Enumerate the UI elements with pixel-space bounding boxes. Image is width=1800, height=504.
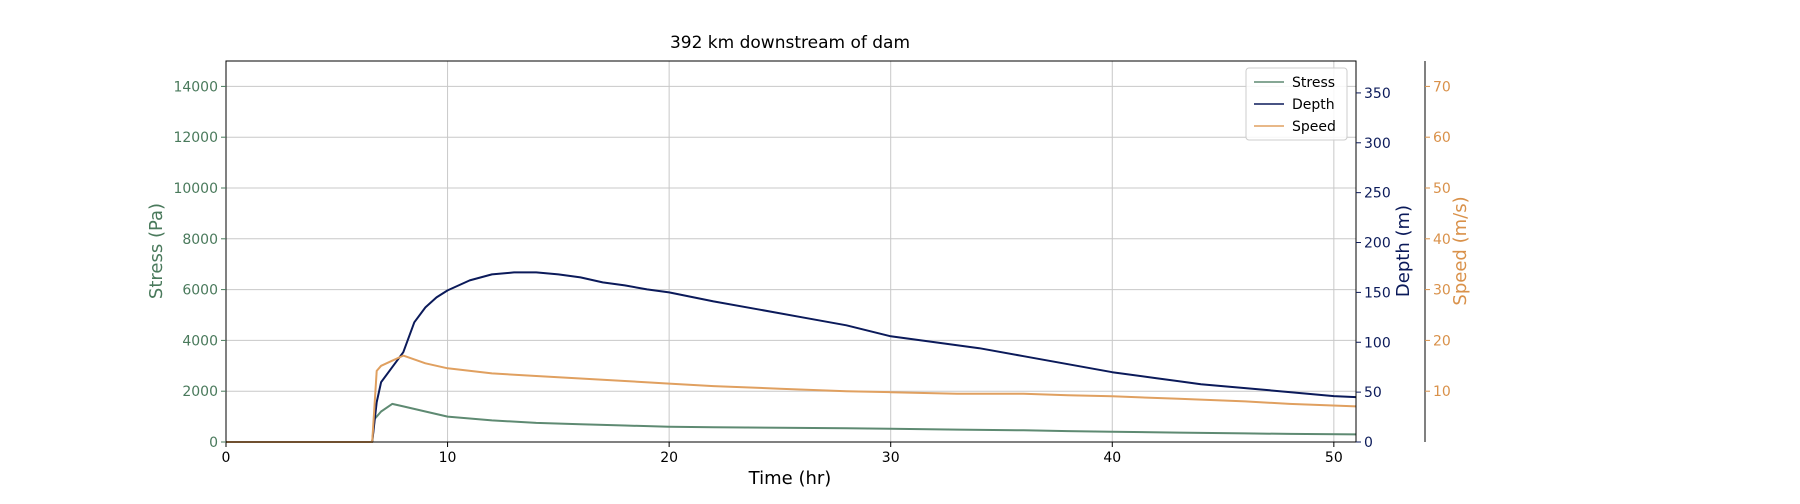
legend-label-stress: Stress — [1292, 75, 1335, 91]
depth-tick-label: 0 — [1364, 435, 1373, 451]
stress-axis: 0 2000 4000 6000 8000 10000 12000 14000 — [173, 79, 226, 451]
stress-tick-label: 14000 — [173, 79, 218, 95]
depth-tick-label: 350 — [1364, 86, 1391, 102]
stress-tick-label: 4000 — [182, 333, 218, 349]
depth-tick-label: 200 — [1364, 236, 1391, 252]
stress-tick-label: 2000 — [182, 384, 218, 400]
speed-axis-label: Speed (m/s) — [1450, 196, 1471, 305]
legend: Stress Depth Speed — [1245, 67, 1348, 141]
speed-tick-label: 30 — [1433, 283, 1451, 299]
speed-tick-label: 70 — [1433, 79, 1451, 95]
x-axis-label: Time (hr) — [748, 468, 832, 489]
x-tick-label: 20 — [660, 450, 678, 466]
legend-box — [1245, 67, 1348, 141]
x-tick-label: 10 — [439, 450, 457, 466]
stress-tick-label: 0 — [209, 435, 218, 451]
speed-tick-label: 40 — [1433, 232, 1451, 248]
legend-label-depth: Depth — [1292, 97, 1335, 113]
series-line-stress — [226, 402, 1357, 443]
speed-tick-label: 60 — [1433, 130, 1451, 146]
x-tick-label: 0 — [222, 450, 231, 466]
depth-axis: 0 50 100 150 200 250 300 350 — [1356, 86, 1391, 451]
x-axis: 0 10 20 30 40 50 — [222, 442, 1343, 466]
speed-tick-label: 20 — [1433, 333, 1451, 349]
plot-frame — [225, 60, 1357, 443]
x-tick-label: 40 — [1103, 450, 1121, 466]
grid — [225, 61, 1356, 442]
x-tick-label: 30 — [882, 450, 900, 466]
series-line-depth — [226, 271, 1357, 443]
x-tick-label: 50 — [1325, 450, 1343, 466]
stress-tick-label: 12000 — [173, 130, 218, 146]
depth-tick-label: 100 — [1364, 335, 1391, 351]
depth-tick-label: 150 — [1364, 285, 1391, 301]
depth-axis-label: Depth (m) — [1393, 205, 1414, 297]
series-line-speed — [226, 354, 1357, 443]
plot-lines — [226, 271, 1357, 443]
stress-tick-label: 6000 — [182, 283, 218, 299]
stress-tick-label: 8000 — [182, 232, 218, 248]
legend-label-speed: Speed — [1292, 119, 1336, 135]
depth-tick-label: 300 — [1364, 136, 1391, 152]
speed-axis: 10 20 30 40 50 60 70 — [1424, 61, 1451, 442]
depth-tick-label: 250 — [1364, 186, 1391, 202]
stress-axis-label: Stress (Pa) — [146, 203, 167, 299]
speed-tick-label: 10 — [1433, 384, 1451, 400]
depth-tick-label: 50 — [1364, 385, 1382, 401]
chart-title: 392 km downstream of dam — [670, 33, 910, 53]
speed-tick-label: 50 — [1433, 181, 1451, 197]
stress-tick-label: 10000 — [173, 181, 218, 197]
